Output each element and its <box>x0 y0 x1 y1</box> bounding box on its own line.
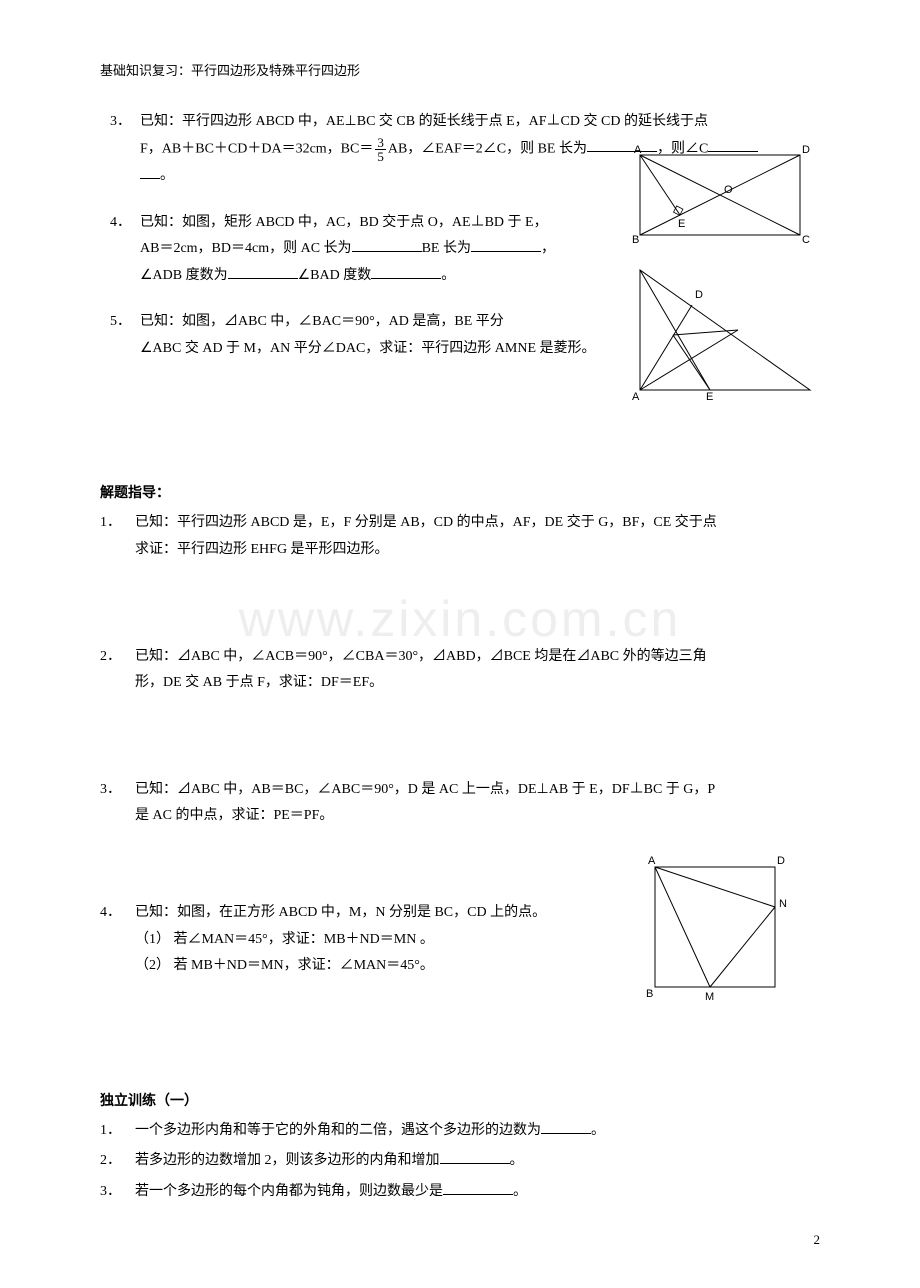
guide-3-line1: 已知：⊿ABC 中，AB＝BC，∠ABC＝90°，D 是 AC 上一点，DE⊥A… <box>135 777 820 804</box>
guide-3-line2: 是 AC 的中点，求证：PE＝PF。 <box>135 803 820 830</box>
p3-l2b: AB，∠EAF＝2∠C，则 BE 长为 <box>388 141 587 156</box>
p3-l2c: ，则∠C <box>657 141 708 156</box>
blank <box>708 137 758 152</box>
guide-4-num: 4． <box>100 900 121 927</box>
p4-l2c: ， <box>541 241 555 256</box>
problem-4-line1: 已知：如图，矩形 ABCD 中，AC，BD 交于点 O，AE⊥BD 于 E， <box>140 210 610 237</box>
p4-l3a: ∠ADB 度数为 <box>140 268 228 283</box>
problem-4-line3: ∠ADB 度数为 ∠BAD 度数 。 <box>140 263 610 290</box>
p4-l3c: 。 <box>441 268 455 283</box>
train-2-end: 。 <box>510 1153 524 1168</box>
train-1-num: 1． <box>100 1118 121 1145</box>
guide-3: 3． 已知：⊿ABC 中，AB＝BC，∠ABC＝90°，D 是 AC 上一点，D… <box>100 777 820 830</box>
guide-2-num: 2． <box>100 644 121 671</box>
problem-3-num: 3． <box>110 109 131 136</box>
guide-2-line1: 已知：⊿ABC 中，∠ACB＝90°，∠CBA＝30°，⊿ABD，⊿BCE 均是… <box>135 644 820 671</box>
train-2-text: 若多边形的边数增加 2，则该多边形的内角和增加 <box>135 1153 440 1168</box>
guide-1-line2: 求证：平行四边形 EHFG 是平形四边形。 <box>135 537 820 564</box>
problem-3: 3． 已知：平行四边形 ABCD 中，AE⊥BC 交 CB 的延长线于点 E，A… <box>100 109 820 190</box>
problem-3-line1: 已知：平行四边形 ABCD 中，AE⊥BC 交 CB 的延长线于点 E，AF⊥C… <box>140 109 820 136</box>
problem-5: 5． 已知：如图，⊿ABC 中，∠BAC＝90°，AD 是高，BE 平分 ∠AB… <box>100 309 820 362</box>
guide-2: 2． 已知：⊿ABC 中，∠ACB＝90°，∠CBA＝30°，⊿ABD，⊿BCE… <box>100 644 820 697</box>
train-title: 独立训练（一） <box>100 1090 820 1110</box>
blank <box>228 264 298 279</box>
blank <box>541 1119 591 1134</box>
problem-3-line3: 。 <box>140 163 820 190</box>
frac-num: 3 <box>375 136 386 150</box>
train-1-text: 一个多边形内角和等于它的外角和的二倍，遇这个多边形的边数为 <box>135 1123 541 1138</box>
blank <box>471 237 541 252</box>
problem-3-line2: F，AB＋BC＋CD＋DA＝32cm，BC＝35AB，∠EAF＝2∠C，则 BE… <box>140 136 820 163</box>
problem-4: 4． 已知：如图，矩形 ABCD 中，AC，BD 交于点 O，AE⊥BD 于 E… <box>100 210 820 290</box>
p4-l3b: ∠BAD 度数 <box>298 268 372 283</box>
problem-4-num: 4． <box>110 210 131 237</box>
blank <box>371 264 441 279</box>
train-2-num: 2． <box>100 1148 121 1175</box>
blank <box>352 237 422 252</box>
problem-5-line2: ∠ABC 交 AD 于 M，AN 平分∠DAC，求证：平行四边形 AMNE 是菱… <box>140 336 610 363</box>
guide-2-line2: 形，DE 交 AB 于点 F，求证：DF＝EF。 <box>135 670 820 697</box>
p4-l2a: AB＝2cm，BD＝4cm，则 AC 长为 <box>140 241 352 256</box>
fraction-3-5: 35 <box>375 136 386 163</box>
blank <box>440 1149 510 1164</box>
guide-1: 1． 已知：平行四边形 ABCD 是，E，F 分别是 AB，CD 的中点，AF，… <box>100 510 820 563</box>
problem-4-line2: AB＝2cm，BD＝4cm，则 AC 长为 BE 长为 ， <box>140 236 610 263</box>
guide-4: 4． 已知：如图，在正方形 ABCD 中，M，N 分别是 BC，CD 上的点。 … <box>100 900 820 980</box>
guide-1-num: 1． <box>100 510 121 537</box>
train-3: 3． 若一个多边形的每个内角都为钝角，则边数最少是 。 <box>100 1179 820 1206</box>
guide-3-num: 3． <box>100 777 121 804</box>
blank <box>587 137 657 152</box>
p3-l3: 。 <box>160 168 174 183</box>
blank <box>140 164 160 179</box>
p4-l2b: BE 长为 <box>422 241 471 256</box>
p3-l2a: F，AB＋BC＋CD＋DA＝32cm，BC＝ <box>140 141 373 156</box>
train-3-end: 。 <box>513 1184 527 1199</box>
train-3-text: 若一个多边形的每个内角都为钝角，则边数最少是 <box>135 1184 443 1199</box>
guide-4-sub2: （2） 若 MB＋ND＝MN，求证：∠MAN＝45°。 <box>135 953 630 980</box>
guide-4-line1: 已知：如图，在正方形 ABCD 中，M，N 分别是 BC，CD 上的点。 <box>135 900 630 927</box>
guide-title: 解题指导： <box>100 482 820 502</box>
train-3-num: 3． <box>100 1179 121 1206</box>
page-header: 基础知识复习：平行四边形及特殊平行四边形 <box>100 60 820 79</box>
problem-5-line1: 已知：如图，⊿ABC 中，∠BAC＝90°，AD 是高，BE 平分 <box>140 309 610 336</box>
frac-den: 5 <box>375 150 386 163</box>
blank <box>443 1180 513 1195</box>
train-1-end: 。 <box>591 1123 605 1138</box>
train-2: 2． 若多边形的边数增加 2，则该多边形的内角和增加 。 <box>100 1148 820 1175</box>
guide-1-line1: 已知：平行四边形 ABCD 是，E，F 分别是 AB，CD 的中点，AF，DE … <box>135 510 820 537</box>
train-1: 1． 一个多边形内角和等于它的外角和的二倍，遇这个多边形的边数为 。 <box>100 1118 820 1145</box>
problem-5-num: 5． <box>110 309 131 336</box>
guide-4-sub1: （1） 若∠MAN＝45°，求证：MB＋ND＝MN 。 <box>135 927 630 954</box>
